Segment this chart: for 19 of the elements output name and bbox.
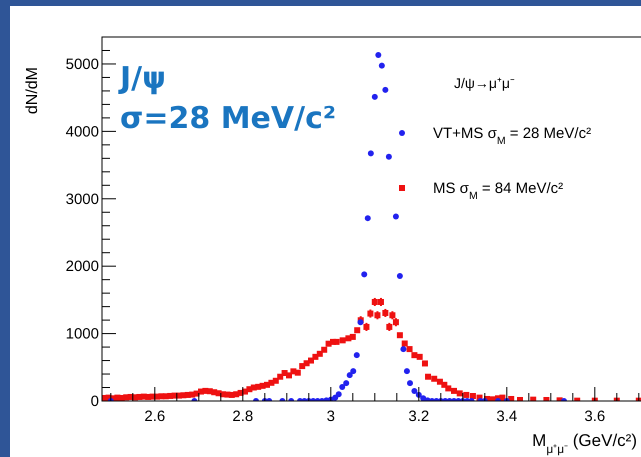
y-tick-label: 3000 [66, 190, 99, 208]
legend-title: J/ψ→μ⁺μ⁻ [454, 75, 516, 91]
x-tick-label: 2.8 [232, 408, 254, 425]
x-tick-label: 3 [326, 408, 335, 425]
annotation: σ=28 MeV/c² [120, 101, 336, 136]
y-axis-title: dN/dM [24, 67, 41, 114]
annotation: J/ψ [118, 61, 166, 96]
x-tick-label: 3.6 [584, 408, 606, 425]
y-tick-label: 0 [90, 393, 99, 410]
y-tick-label: 1000 [66, 326, 99, 343]
x-tick-label: 3.4 [496, 408, 518, 425]
legend-label: MS σ$_{M}$ = 84 MeV/c² [433, 180, 564, 202]
y-tick-label: 4000 [66, 123, 99, 140]
x-axis-title: M$_{μ⁺μ⁻}$ (GeV/c²) [532, 431, 637, 456]
legend-label: VT+MS σ$_{M}$ = 28 MeV/c² [433, 125, 592, 147]
x-tick-label: 2.6 [144, 408, 166, 425]
y-tick-label: 5000 [66, 56, 99, 73]
y-tick-label: 2000 [66, 258, 99, 276]
x-tick-label: 3.2 [408, 408, 430, 425]
